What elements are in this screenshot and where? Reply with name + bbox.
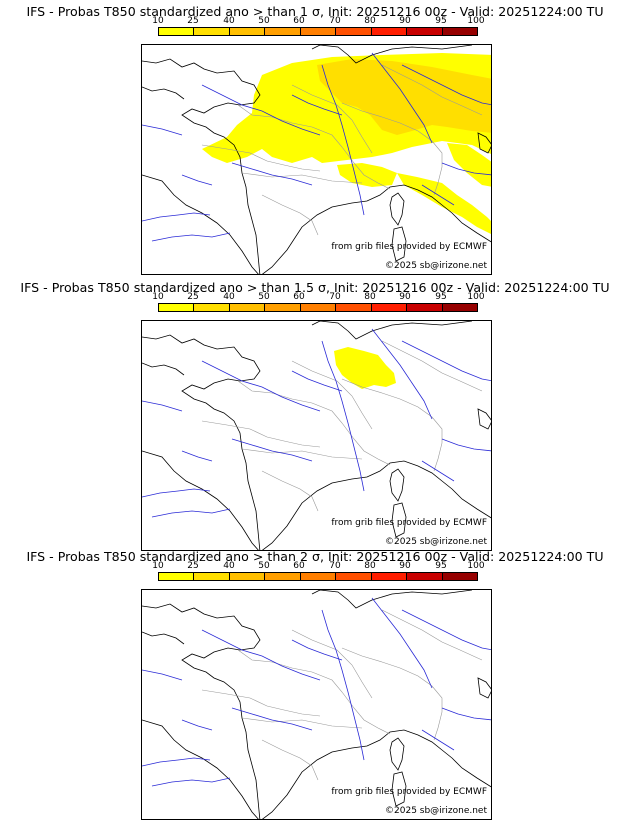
colorbar-tick: 70 — [329, 561, 341, 571]
colorbar-swatch — [229, 304, 266, 311]
source-credit: from grib files provided by ECMWF — [331, 518, 487, 528]
colorbar-tick: 25 — [187, 561, 199, 571]
colorbar-labels: 10 25 40 50 60 70 80 90 95 100 — [152, 292, 484, 302]
colorbar-tick: 80 — [364, 16, 376, 26]
colorbar-tick: 95 — [435, 16, 447, 26]
colorbar-swatch — [229, 28, 266, 35]
colorbar-swatch — [265, 573, 301, 580]
colorbar-labels: 10 25 40 50 60 70 80 90 95 100 — [152, 16, 484, 26]
colorbar-swatch — [300, 304, 337, 311]
colorbar-swatch — [442, 304, 477, 311]
colorbar-tick: 60 — [293, 292, 305, 302]
colorbar-tick: 100 — [467, 561, 485, 571]
colorbar-swatch — [265, 304, 301, 311]
rivers — [142, 52, 491, 242]
source-credit: from grib files provided by ECMWF — [331, 242, 487, 252]
colorbar-swatch — [407, 573, 443, 580]
colorbar — [158, 27, 478, 36]
colorbar — [158, 303, 478, 312]
colorbar-swatch — [371, 304, 408, 311]
colorbar-tick: 90 — [399, 292, 411, 302]
colorbar-tick: 25 — [187, 16, 199, 26]
map-panel-2: IFS - Probas T850 standardized ano > tha… — [0, 276, 630, 552]
probability-map: from grib files provided by ECMWF ©2025 … — [141, 320, 492, 551]
colorbar-tick: 100 — [467, 16, 485, 26]
colorbar-tick: 40 — [223, 561, 235, 571]
probability-map: from grib files provided by ECMWF ©2025 … — [141, 589, 492, 820]
panel-title: IFS - Probas T850 standardized ano > tha… — [20, 280, 610, 295]
colorbar-swatch — [300, 573, 337, 580]
colorbar-swatch — [265, 28, 301, 35]
colorbar-tick: 70 — [329, 16, 341, 26]
colorbar-tick: 95 — [435, 292, 447, 302]
colorbar-swatch — [442, 28, 477, 35]
colorbar-swatch — [336, 304, 372, 311]
panel-title: IFS - Probas T850 standardized ano > tha… — [26, 4, 604, 19]
colorbar-tick: 40 — [223, 292, 235, 302]
map-svg — [142, 45, 491, 274]
colorbar-swatch — [407, 304, 443, 311]
rivers — [142, 328, 491, 518]
colorbar-swatch — [159, 304, 195, 311]
colorbar-labels: 10 25 40 50 60 70 80 90 95 100 — [152, 561, 484, 571]
colorbar-swatch — [407, 28, 443, 35]
colorbar-swatch — [194, 28, 230, 35]
colorbar-tick: 25 — [187, 292, 199, 302]
coastline — [142, 321, 491, 550]
map-svg — [142, 321, 491, 550]
colorbar-tick: 80 — [364, 292, 376, 302]
copyright-credit: ©2025 sb@irizone.net — [385, 261, 487, 271]
country-borders — [201, 64, 483, 236]
colorbar-tick: 100 — [467, 292, 485, 302]
colorbar-tick: 70 — [329, 292, 341, 302]
panel-title: IFS - Probas T850 standardized ano > tha… — [26, 549, 604, 564]
map-svg — [142, 590, 491, 819]
colorbar-tick: 60 — [293, 16, 305, 26]
colorbar-swatch — [371, 28, 408, 35]
country-borders — [201, 340, 483, 512]
coastline — [142, 590, 491, 819]
colorbar-tick: 10 — [152, 561, 164, 571]
rivers — [142, 597, 491, 787]
colorbar-swatch — [159, 28, 195, 35]
colorbar — [158, 572, 478, 581]
colorbar-tick: 50 — [258, 561, 270, 571]
colorbar-tick: 90 — [399, 16, 411, 26]
colorbar-tick: 80 — [364, 561, 376, 571]
coastline — [142, 45, 491, 274]
colorbar-swatch — [442, 573, 477, 580]
colorbar-tick: 50 — [258, 16, 270, 26]
map-panel-3: IFS - Probas T850 standardized ano > tha… — [0, 545, 630, 821]
copyright-credit: ©2025 sb@irizone.net — [385, 537, 487, 547]
source-credit: from grib files provided by ECMWF — [331, 787, 487, 797]
colorbar-tick: 60 — [293, 561, 305, 571]
colorbar-tick: 10 — [152, 292, 164, 302]
country-borders — [201, 609, 483, 781]
probability-shading — [202, 53, 491, 234]
colorbar-swatch — [371, 573, 408, 580]
colorbar-swatch — [194, 304, 230, 311]
colorbar-swatch — [336, 573, 372, 580]
map-panel-1: IFS - Probas T850 standardized ano > tha… — [0, 0, 630, 276]
colorbar-tick: 40 — [223, 16, 235, 26]
colorbar-tick: 95 — [435, 561, 447, 571]
probability-shading — [334, 347, 396, 389]
colorbar-swatch — [159, 573, 195, 580]
colorbar-swatch — [336, 28, 372, 35]
colorbar-swatch — [229, 573, 266, 580]
copyright-credit: ©2025 sb@irizone.net — [385, 806, 487, 816]
colorbar-swatch — [194, 573, 230, 580]
colorbar-tick: 90 — [399, 561, 411, 571]
colorbar-swatch — [300, 28, 337, 35]
probability-map: from grib files provided by ECMWF ©2025 … — [141, 44, 492, 275]
colorbar-tick: 10 — [152, 16, 164, 26]
colorbar-tick: 50 — [258, 292, 270, 302]
